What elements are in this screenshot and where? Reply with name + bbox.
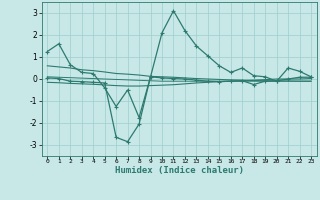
X-axis label: Humidex (Indice chaleur): Humidex (Indice chaleur) bbox=[115, 166, 244, 175]
